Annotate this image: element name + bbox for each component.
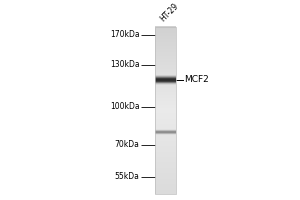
Bar <box>154 134 176 135</box>
Bar <box>154 75 176 76</box>
Text: HT-29: HT-29 <box>158 2 180 24</box>
Bar <box>154 132 176 133</box>
Bar <box>154 77 176 78</box>
Bar <box>154 81 176 82</box>
Bar <box>154 129 176 130</box>
Bar <box>154 83 176 84</box>
Text: 70kDa: 70kDa <box>115 140 140 149</box>
Bar <box>154 79 176 80</box>
Bar <box>154 132 176 133</box>
Bar <box>154 82 176 83</box>
Bar <box>154 78 176 79</box>
Bar <box>154 134 176 135</box>
Bar <box>154 75 176 76</box>
Text: 55kDa: 55kDa <box>115 172 140 181</box>
Bar <box>154 84 176 85</box>
Bar <box>154 133 176 134</box>
Bar <box>154 78 176 79</box>
Bar <box>154 79 176 80</box>
Bar <box>154 129 176 130</box>
Bar <box>154 131 176 132</box>
Bar <box>154 131 176 132</box>
Text: 130kDa: 130kDa <box>110 60 140 69</box>
Bar <box>154 84 176 85</box>
Bar <box>154 83 176 84</box>
Bar <box>154 76 176 77</box>
Bar <box>154 130 176 131</box>
Bar <box>154 27 176 194</box>
Bar <box>154 80 176 81</box>
Bar <box>154 133 176 134</box>
Bar <box>154 77 176 78</box>
Text: MCF2: MCF2 <box>184 75 209 84</box>
Bar <box>154 76 176 77</box>
Bar <box>154 81 176 82</box>
Bar <box>154 130 176 131</box>
Bar <box>154 80 176 81</box>
Bar <box>154 82 176 83</box>
Text: 100kDa: 100kDa <box>110 102 140 111</box>
Text: 170kDa: 170kDa <box>110 30 140 39</box>
